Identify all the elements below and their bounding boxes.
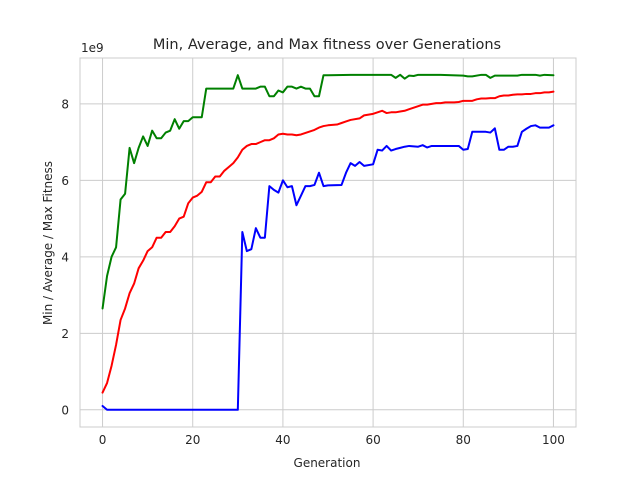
chart-title: Min, Average, and Max fitness over Gener…	[153, 37, 501, 53]
y-tick-label: 8	[61, 97, 69, 111]
plot-background	[80, 58, 576, 427]
y-tick-label: 0	[61, 403, 69, 417]
y-tick-label: 4	[61, 250, 69, 264]
gridlines	[80, 58, 576, 427]
average-fitness-line	[101, 90, 555, 394]
series-layer	[101, 73, 555, 411]
plot-area	[79, 57, 577, 428]
y-tick-label: 6	[61, 174, 69, 188]
y-tick-label: 2	[61, 327, 69, 341]
x-tick-label: 80	[456, 433, 471, 447]
x-tick-label: 0	[99, 433, 107, 447]
x-axis-ticks: 0 20 40 60 80 100	[99, 433, 565, 447]
y-axis-offset-label: 1e9	[81, 41, 104, 55]
x-tick-label: 20	[185, 433, 200, 447]
x-tick-label: 100	[542, 433, 565, 447]
y-axis-ticks: 0 2 4 6 8	[61, 97, 69, 417]
x-tick-label: 40	[275, 433, 290, 447]
x-tick-label: 60	[365, 433, 380, 447]
y-axis-label: Min / Average / Max Fitness	[41, 161, 55, 325]
x-axis-label: Generation	[294, 456, 361, 470]
plot-frame	[79, 57, 577, 428]
min-fitness-line	[101, 124, 555, 411]
max-fitness-line	[101, 73, 555, 310]
